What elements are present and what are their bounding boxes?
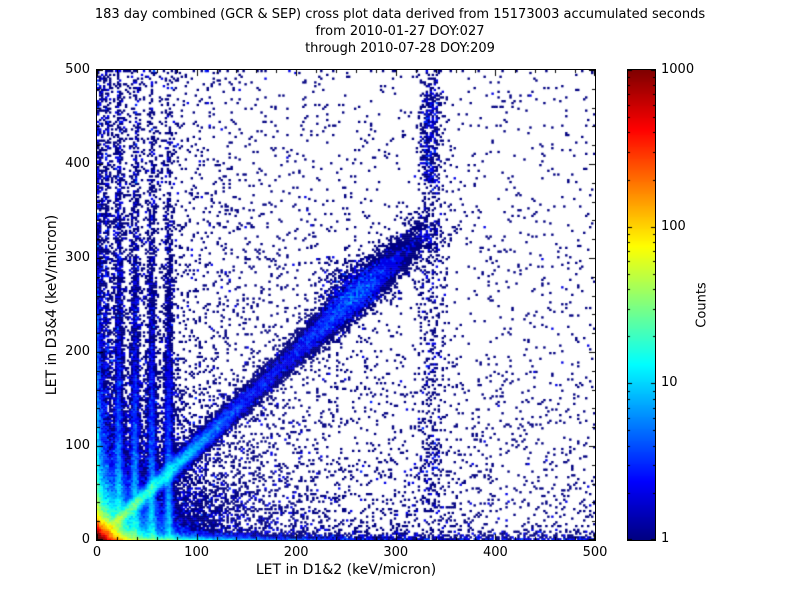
colorbar-tick-label: 100 xyxy=(661,219,686,234)
colorbar-tick-label: 10 xyxy=(661,375,678,390)
colorbar-label: Counts xyxy=(694,282,710,328)
x-tick-label: 400 xyxy=(482,545,508,560)
y-tick-label: 100 xyxy=(65,438,90,453)
y-tick-label: 0 xyxy=(81,532,90,547)
colorbar-frame xyxy=(627,69,656,541)
x-tick-label: 200 xyxy=(283,545,309,560)
x-tick-label: 100 xyxy=(184,545,209,560)
colorbar-tick-label: 1 xyxy=(661,531,670,546)
x-tick-label: 0 xyxy=(92,545,102,560)
chart-title-line-2: from 2010-01-27 DOY:027 xyxy=(315,24,485,39)
x-tick-label: 500 xyxy=(582,545,608,560)
y-tick-label: 500 xyxy=(65,62,90,77)
colorbar-canvas xyxy=(628,70,655,540)
plot-frame xyxy=(96,69,596,541)
x-axis-label: LET in D1&2 (keV/micron) xyxy=(255,562,437,578)
y-tick-label: 200 xyxy=(65,344,90,359)
y-tick-label: 300 xyxy=(65,250,90,265)
chart-title: 183 day combined (GCR & SEP) cross plot … xyxy=(0,6,800,57)
y-axis-label: LET in D3&4 (keV/micron) xyxy=(44,214,60,396)
heatmap-canvas xyxy=(97,70,595,540)
colorbar-tick-label: 1000 xyxy=(661,62,695,77)
x-tick-label: 300 xyxy=(383,545,409,560)
chart-title-line-1: 183 day combined (GCR & SEP) cross plot … xyxy=(94,7,706,22)
chart-title-line-3: through 2010-07-28 DOY:209 xyxy=(305,41,495,56)
y-tick-label: 400 xyxy=(65,156,90,171)
